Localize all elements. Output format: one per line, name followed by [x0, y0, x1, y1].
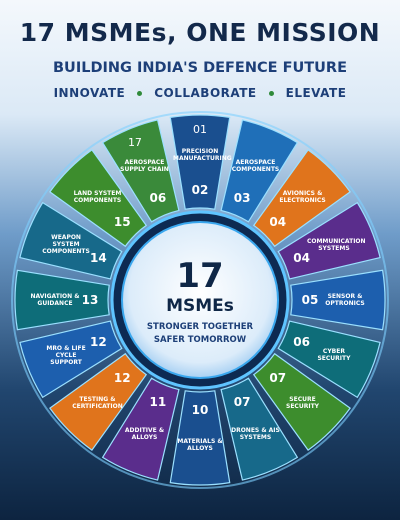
separator: [137, 90, 143, 96]
segment-number: 12: [113, 370, 131, 385]
segment: [49, 352, 148, 451]
segment-number: 12: [90, 335, 107, 350]
segment-label: PRECISION MANUFACTURING: [173, 148, 232, 162]
segment-label: WEAPON SYSTEM COMPONENTS: [42, 234, 90, 255]
tagline-item: INNOVATE: [53, 86, 126, 100]
center-label: MSMEs: [166, 296, 234, 316]
segment-label: ADDITIVE & ALLOYS: [124, 426, 165, 441]
segment-number: 10: [191, 403, 209, 417]
segment-number: 11: [149, 394, 167, 409]
segment-number: 02: [191, 183, 209, 197]
segment-number: 04: [269, 215, 287, 230]
segment-number: 06: [293, 335, 310, 350]
segment-label: AVIONICS & ELECTRONICS: [279, 190, 326, 205]
segment-number: 03: [233, 191, 251, 206]
segment: [220, 377, 299, 481]
segment-icon-text: 01: [193, 123, 207, 136]
separator: [268, 90, 274, 96]
segment: [169, 390, 231, 486]
subtitle: BUILDING INDIA'S DEFENCE FUTURE: [53, 60, 347, 76]
segment: [220, 119, 299, 223]
segment-label: MATERIALS & ALLOYS: [177, 438, 223, 452]
segment: [290, 269, 386, 331]
segment-label: AEROSPACE COMPONENTS: [231, 159, 280, 174]
segment: [252, 149, 351, 248]
outer-glow: [11, 111, 389, 489]
segment-label: NAVIGATION & GUIDANCE: [30, 293, 80, 307]
segment: [277, 320, 381, 399]
segment-label: LAND SYSTEM COMPONENTS: [73, 190, 122, 205]
segment: [101, 119, 180, 223]
center-number: 17: [176, 256, 224, 296]
tagline-item: COLLABORATE: [154, 86, 257, 100]
segment-number: 05: [301, 293, 319, 307]
segment-label: MRO & LIFE CYCLE SUPPORT: [46, 344, 86, 366]
segment-label: AEROSPACE SUPPLY CHAIN: [120, 159, 169, 174]
segment-icon-text: 17: [127, 135, 142, 149]
center-disc: [121, 221, 279, 379]
segment: [277, 201, 381, 280]
segment: [19, 320, 123, 399]
segment-label: SECURE SECURITY: [286, 395, 320, 410]
segment: [169, 114, 231, 210]
segment-number: 04: [293, 250, 310, 265]
segment-number: 06: [149, 191, 167, 206]
segment-number: 07: [269, 370, 287, 385]
segment: [49, 149, 148, 248]
title: 17 MSMEs, ONE MISSION: [19, 18, 381, 47]
segment: [19, 201, 123, 280]
center-line: SAFER TOMORROW: [153, 335, 247, 345]
tagline-item: ELEVATE: [285, 86, 347, 100]
segment: [101, 377, 180, 481]
segment-number: 15: [113, 215, 131, 230]
center-line: STRONGER TOGETHER: [146, 322, 254, 332]
segment-number: 14: [90, 250, 107, 265]
segment-label: TESTING & CERTIFICATION: [72, 395, 123, 410]
segment-number: 07: [233, 394, 251, 409]
tagline: INNOVATE COLLABORATE ELEVATE: [0, 86, 400, 100]
segment-number: 13: [81, 293, 99, 307]
segment-label: DRONES & AIS SYSTEMS: [231, 426, 280, 441]
segment: [14, 269, 110, 331]
segment: [252, 352, 351, 451]
segment-label: SENSOR & OPTRONICS: [325, 293, 365, 307]
segment-label: COMMUNICATION SYSTEMS: [306, 237, 366, 252]
segment-label: CYBER SECURITY: [317, 348, 351, 363]
